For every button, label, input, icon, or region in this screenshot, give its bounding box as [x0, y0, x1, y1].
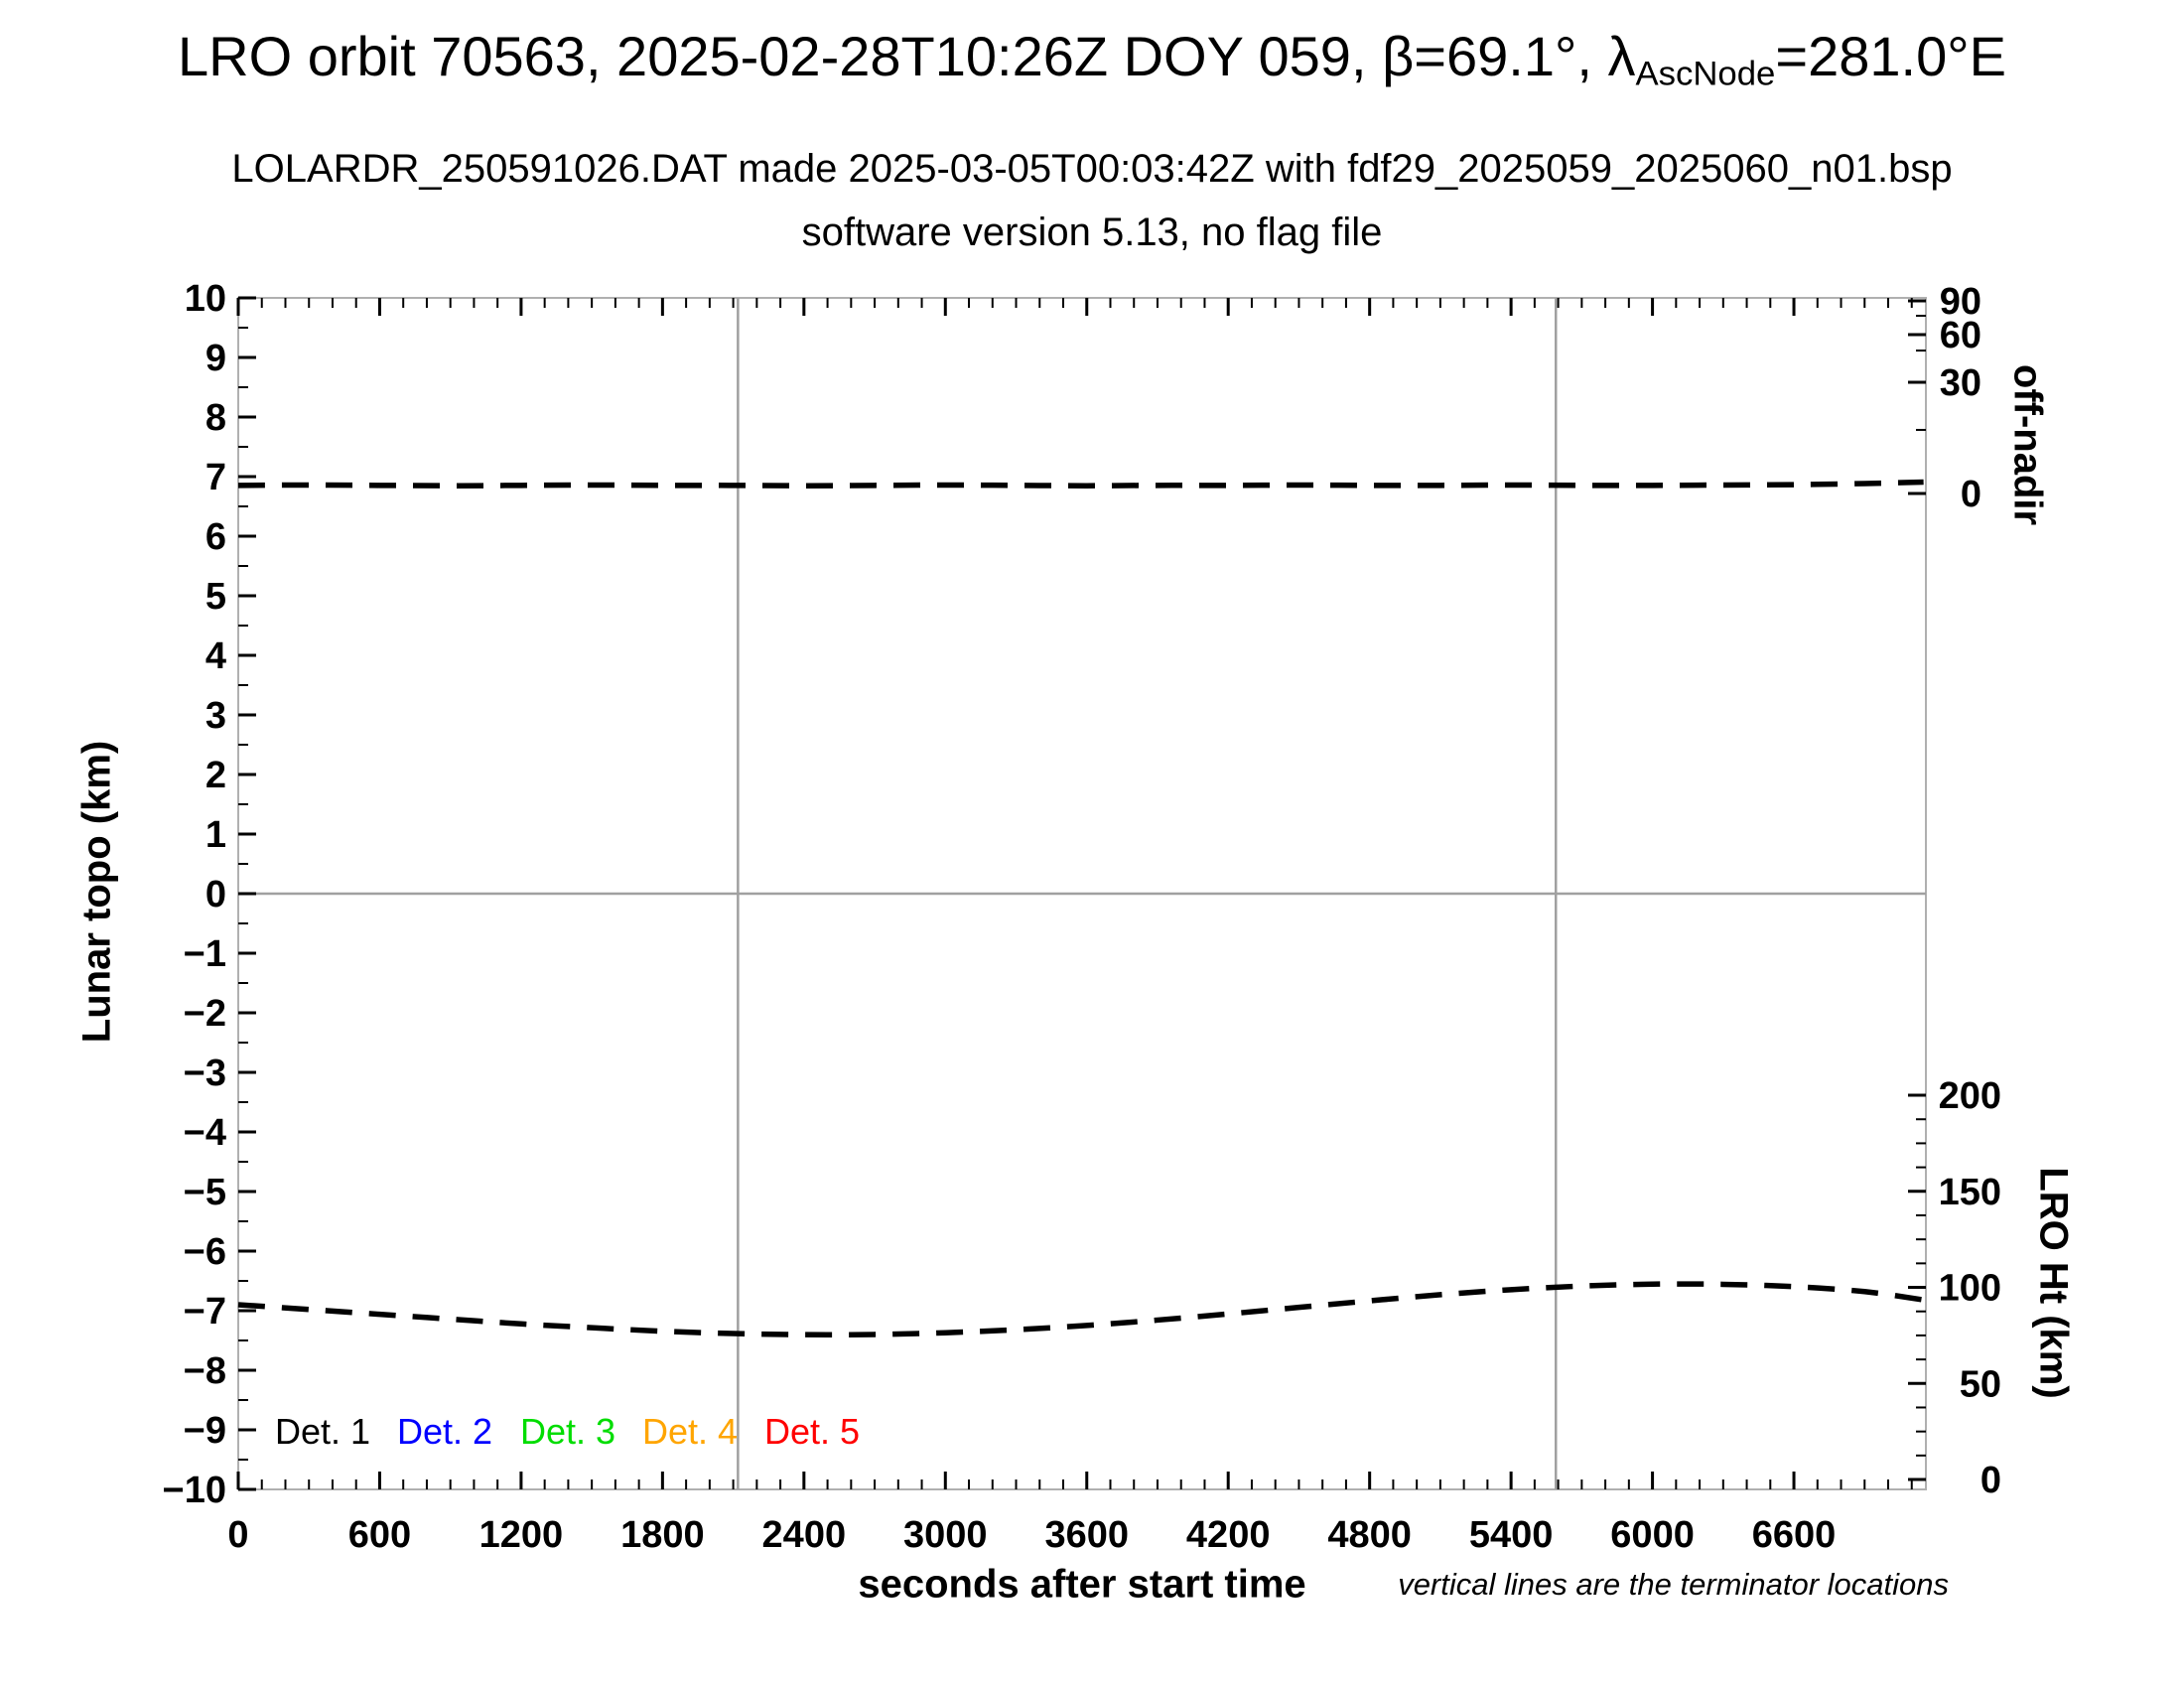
y-left-tick-label: 2 — [205, 755, 226, 796]
x-axis-tick-label: 6000 — [1610, 1514, 1695, 1556]
y-left-tick-label: −3 — [184, 1053, 226, 1094]
x-axis-tick-label: 3600 — [1044, 1514, 1129, 1556]
y-left-tick-label: −5 — [184, 1172, 226, 1213]
title-end: =281.0°E — [1775, 25, 2006, 87]
legend-det-1: Det. 1 — [275, 1411, 371, 1452]
x-axis-tick-label: 6600 — [1752, 1514, 1837, 1556]
x-axis-tick-label: 1200 — [479, 1514, 564, 1556]
lro-height-curve — [237, 1281, 1925, 1337]
off-nadir-tick-label: 60 — [1940, 315, 1981, 356]
title-main: LRO orbit 70563, 2025-02-28T10:26Z DOY 0… — [178, 25, 1636, 87]
y-left-tick-label: 3 — [205, 695, 226, 737]
y-left-tick-label: 7 — [205, 457, 226, 498]
off-nadir-tick-label: 90 — [1940, 281, 1981, 323]
y-left-tick-label: −7 — [184, 1291, 226, 1333]
x-axis-tick-label: 4200 — [1186, 1514, 1271, 1556]
y-left-tick-label: 6 — [205, 516, 226, 558]
y-left-tick-label: 1 — [205, 814, 226, 856]
y-left-tick-label: −1 — [184, 933, 226, 975]
legend-det-3: Det. 3 — [520, 1411, 616, 1452]
legend-det-5: Det. 5 — [764, 1411, 861, 1452]
x-axis-label: seconds after start time — [858, 1562, 1306, 1607]
x-axis-tick-label: 1800 — [620, 1514, 705, 1556]
page-title: LRO orbit 70563, 2025-02-28T10:26Z DOY 0… — [0, 24, 2184, 94]
off-nadir-tick-label: 0 — [1961, 474, 1981, 515]
y-left-tick-label: 10 — [185, 278, 226, 320]
x-axis-tick-label: 600 — [348, 1514, 411, 1556]
y-left-tick-label: −6 — [184, 1231, 226, 1273]
x-axis-tick-label: 2400 — [762, 1514, 847, 1556]
terminator-note: vertical lines are the terminator locati… — [1398, 1567, 1949, 1602]
legend-det-2: Det. 2 — [397, 1411, 493, 1452]
lro-ht-tick-label: 50 — [1960, 1363, 2001, 1405]
y-left-tick-label: 5 — [205, 576, 226, 618]
x-axis-tick-label: 4800 — [1327, 1514, 1412, 1556]
y-left-tick-label: −9 — [184, 1410, 226, 1452]
off-nadir-tick-label: 30 — [1940, 362, 1981, 404]
y-left-tick-label: 8 — [205, 397, 226, 439]
subtitle-software-version: software version 5.13, no flag file — [801, 211, 1383, 254]
title-lambda-subscript: AscNode — [1635, 55, 1776, 93]
y-left-tick-label: 4 — [205, 635, 226, 677]
y-left-tick-label: −4 — [184, 1112, 226, 1154]
y-left-tick-label: −2 — [184, 993, 226, 1035]
subtitle-file-info: LOLARDR_250591026.DAT made 2025-03-05T00… — [231, 147, 1953, 191]
y-left-tick-label: −10 — [163, 1470, 226, 1511]
x-axis-tick-label: 0 — [227, 1514, 248, 1556]
lro-ht-tick-label: 0 — [1980, 1460, 2001, 1501]
lro-ht-tick-label: 150 — [1939, 1172, 2001, 1213]
off-nadir-curve — [237, 479, 1924, 489]
lro-ht-tick-label: 200 — [1939, 1075, 2001, 1117]
y-left-tick-label: 9 — [205, 338, 226, 379]
legend-det-4: Det. 4 — [642, 1411, 739, 1452]
lro-ht-tick-label: 100 — [1939, 1268, 2001, 1310]
y-left-tick-label: 0 — [205, 874, 226, 915]
x-axis-tick-label: 5400 — [1469, 1514, 1554, 1556]
y-left-tick-label: −8 — [184, 1350, 226, 1392]
x-axis-tick-label: 3000 — [903, 1514, 988, 1556]
